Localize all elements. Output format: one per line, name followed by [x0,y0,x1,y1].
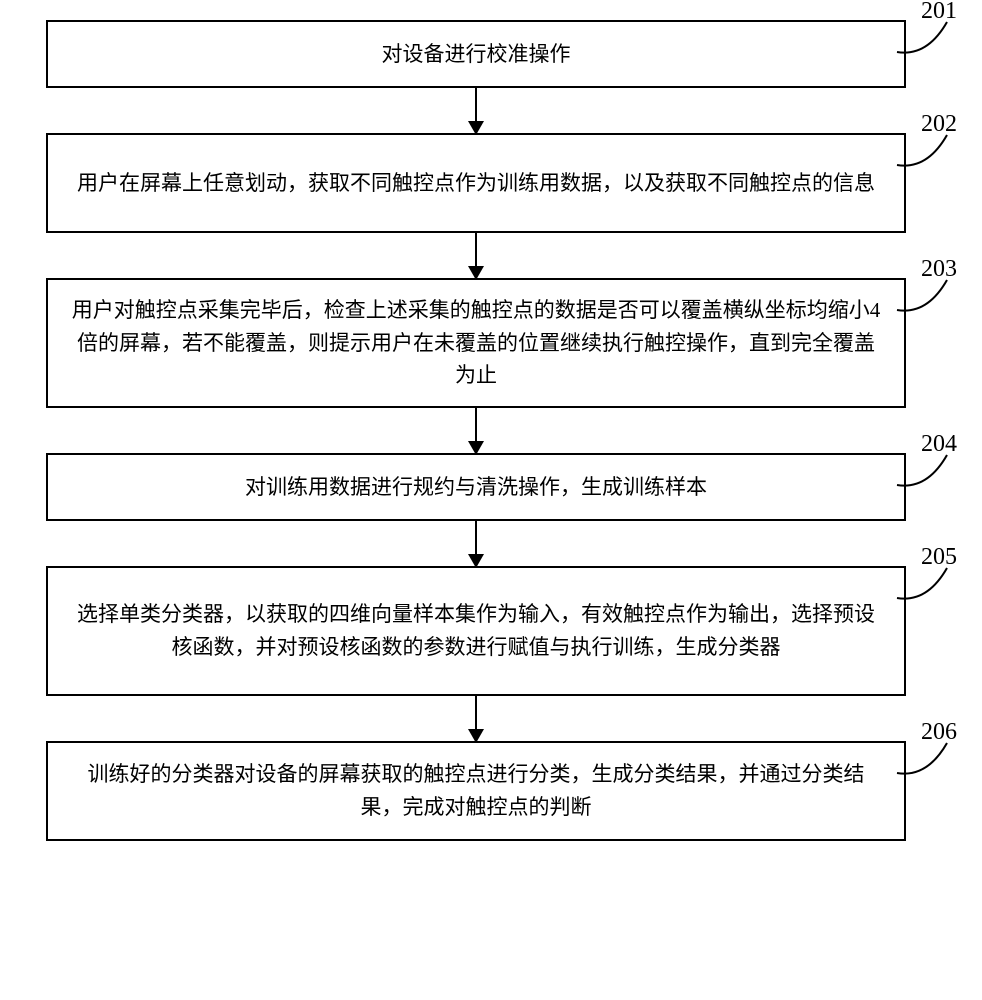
arrow-203-204 [475,408,477,453]
step-label-206: 206 [921,719,957,746]
box-201: 对设备进行校准操作 [46,20,906,88]
box-205: 选择单类分类器，以获取的四维向量样本集作为输入，有效触控点作为输出，选择预设核函… [46,566,906,696]
arrow-205-206 [475,696,477,741]
arrow-204-205 [475,521,477,566]
box-206: 训练好的分类器对设备的屏幕获取的触控点进行分类，生成分类结果，并通过分类结果，完… [46,741,906,841]
flowchart-container: 201 对设备进行校准操作 202 用户在屏幕上任意划动，获取不同触控点作为训练… [20,20,962,841]
step-206: 206 训练好的分类器对设备的屏幕获取的触控点进行分类，生成分类结果，并通过分类… [50,741,902,841]
box-203: 用户对触控点采集完毕后，检查上述采集的触控点的数据是否可以覆盖横纵坐标均缩小4倍… [46,278,906,408]
arrow-201-202 [475,88,477,133]
step-label-202: 202 [921,111,957,138]
box-text-201: 对设备进行校准操作 [382,38,571,71]
step-202: 202 用户在屏幕上任意划动，获取不同触控点作为训练用数据，以及获取不同触控点的… [50,133,902,278]
box-text-206: 训练好的分类器对设备的屏幕获取的触控点进行分类，生成分类结果，并通过分类结果，完… [68,758,884,823]
box-text-202: 用户在屏幕上任意划动，获取不同触控点作为训练用数据，以及获取不同触控点的信息 [77,167,875,200]
step-label-201: 201 [921,0,957,25]
box-text-203: 用户对触控点采集完毕后，检查上述采集的触控点的数据是否可以覆盖横纵坐标均缩小4倍… [68,294,884,392]
step-201: 201 对设备进行校准操作 [50,20,902,133]
step-204: 204 对训练用数据进行规约与清洗操作，生成训练样本 [50,453,902,566]
arrow-202-203 [475,233,477,278]
step-label-205: 205 [921,544,957,571]
box-202: 用户在屏幕上任意划动，获取不同触控点作为训练用数据，以及获取不同触控点的信息 [46,133,906,233]
step-label-203: 203 [921,256,957,283]
box-204: 对训练用数据进行规约与清洗操作，生成训练样本 [46,453,906,521]
step-205: 205 选择单类分类器，以获取的四维向量样本集作为输入，有效触控点作为输出，选择… [50,566,902,741]
box-text-204: 对训练用数据进行规约与清洗操作，生成训练样本 [245,471,707,504]
step-label-204: 204 [921,431,957,458]
box-text-205: 选择单类分类器，以获取的四维向量样本集作为输入，有效触控点作为输出，选择预设核函… [68,598,884,663]
step-203: 203 用户对触控点采集完毕后，检查上述采集的触控点的数据是否可以覆盖横纵坐标均… [50,278,902,453]
